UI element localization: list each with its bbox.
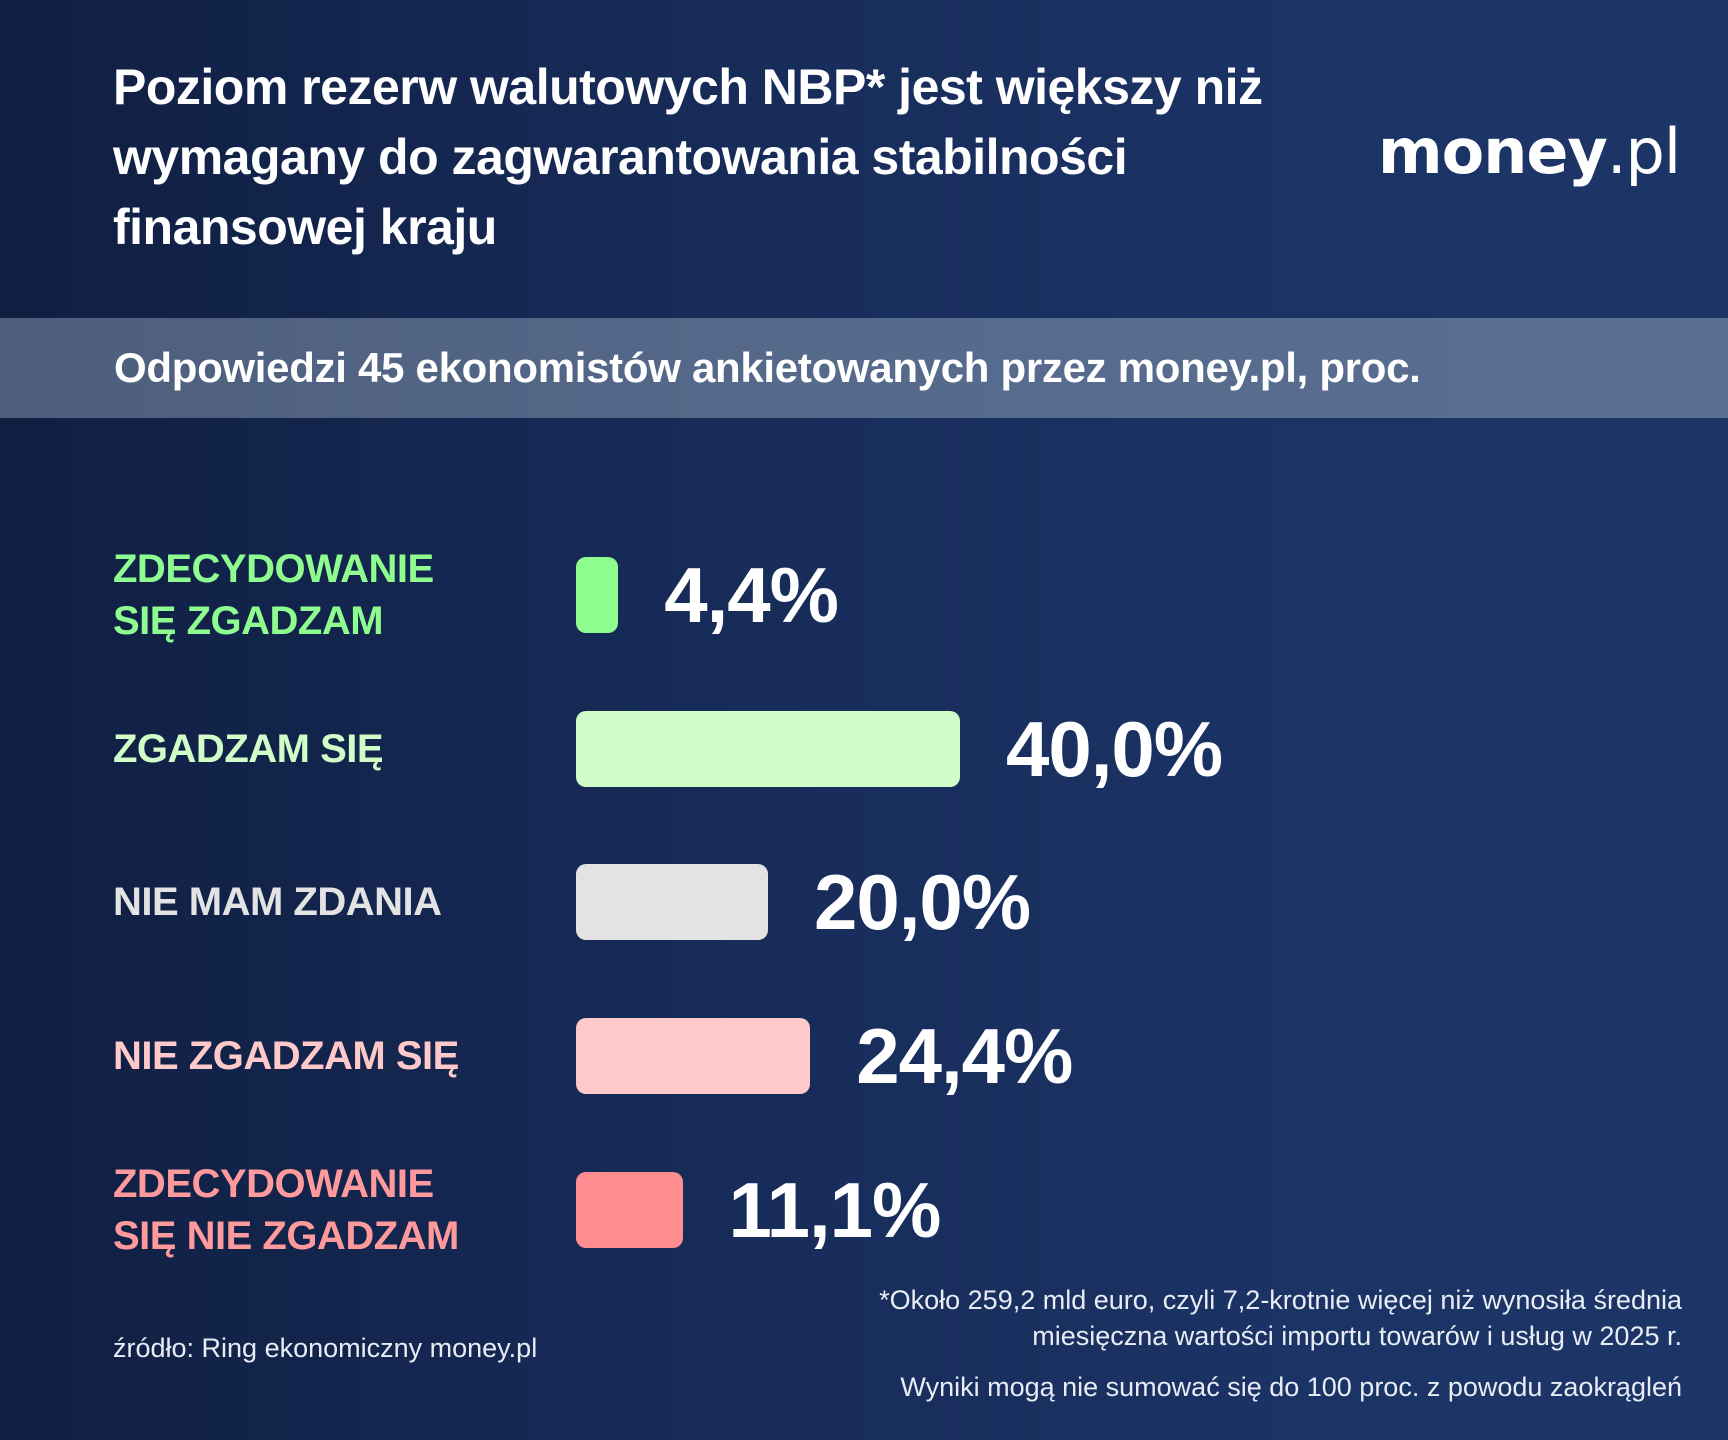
value-label: 11,1% <box>728 1166 942 1254</box>
value-label: 20,0% <box>814 858 1031 946</box>
bar <box>576 557 619 633</box>
bar-row-strongly-disagree: ZDECYDOWANIE SIĘ NIE ZGADZAM 11,1% <box>0 1150 1728 1270</box>
bar-row-strongly-agree: ZDECYDOWANIE SIĘ ZGADZAM 4,4% <box>0 535 1728 655</box>
bar <box>576 711 960 787</box>
row-label: ZDECYDOWANIE SIĘ NIE ZGADZAM <box>113 1162 459 1258</box>
value-label: 40,0% <box>1006 705 1223 793</box>
money-pl-logo: money.pl <box>1378 112 1681 192</box>
bar-row-agree: ZGADZAM SIĘ 40,0% <box>0 689 1728 809</box>
value-label: 24,4% <box>856 1012 1073 1100</box>
bar <box>576 1172 683 1248</box>
logo-domain: .pl <box>1606 115 1681 188</box>
row-label: ZDECYDOWANIE SIĘ ZGADZAM <box>113 547 434 643</box>
chart-title: Poziom rezerw walutowych NBP* jest więks… <box>113 59 1263 255</box>
subtitle-band: Odpowiedzi 45 ekonomistów ankietowanych … <box>0 318 1728 418</box>
footnote: *Około 259,2 mld euro, czyli 7,2-krotnie… <box>879 1285 1682 1351</box>
row-label: NIE MAM ZDANIA <box>113 880 442 924</box>
chart-subtitle: Odpowiedzi 45 ekonomistów ankietowanych … <box>114 344 1421 391</box>
bar-row-no-opinion: NIE MAM ZDANIA 20,0% <box>0 842 1728 962</box>
row-label: ZGADZAM SIĘ <box>113 727 384 771</box>
source-note: źródło: Ring ekonomiczny money.pl <box>113 1333 538 1363</box>
value-label: 4,4% <box>664 551 839 639</box>
bar-row-disagree: NIE ZGADZAM SIĘ 24,4% <box>0 996 1728 1116</box>
logo-wordmark: money <box>1378 115 1608 188</box>
row-label: NIE ZGADZAM SIĘ <box>113 1034 459 1078</box>
bar <box>576 864 768 940</box>
bar <box>576 1018 811 1094</box>
rounding-note: Wyniki mogą nie sumować się do 100 proc.… <box>900 1372 1682 1402</box>
